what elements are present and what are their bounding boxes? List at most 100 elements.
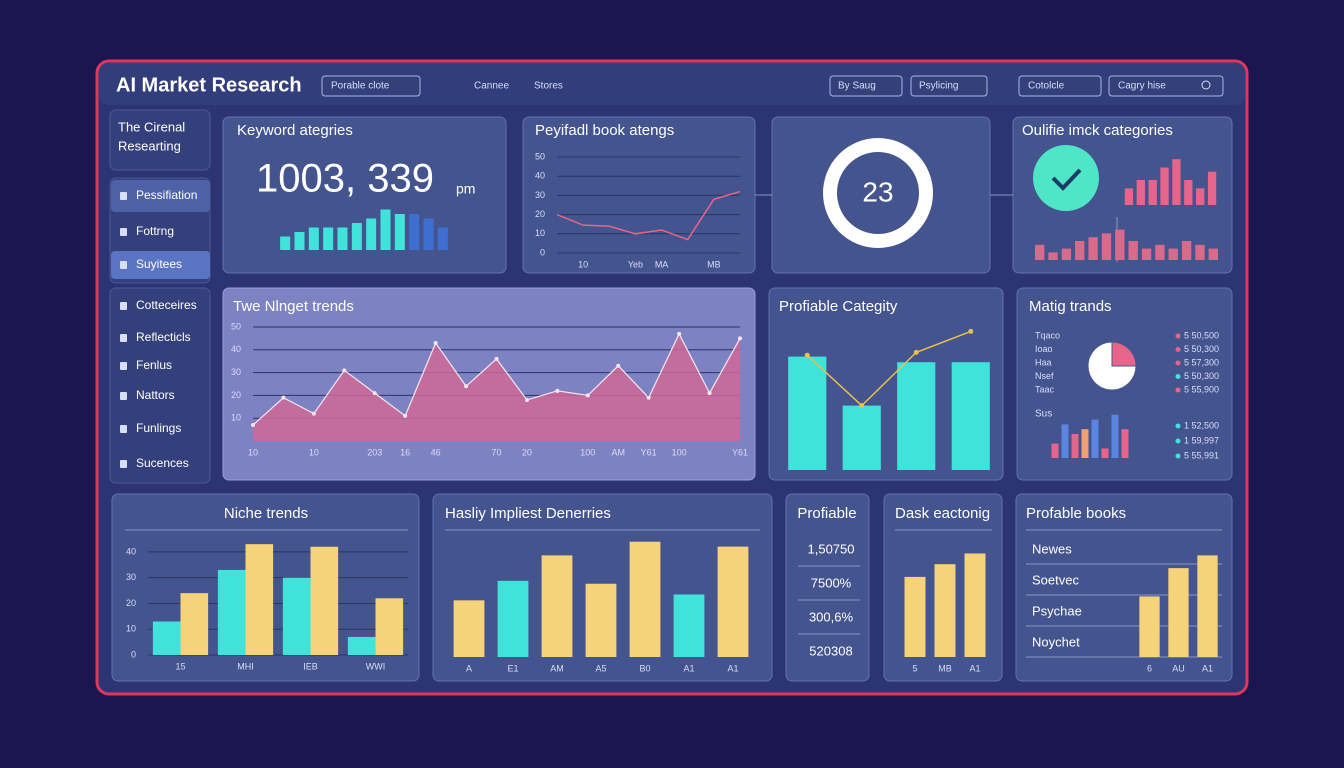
panel-title: Dask eactonig	[895, 505, 990, 522]
nav-link[interactable]: Stores	[534, 81, 563, 92]
line	[556, 190, 741, 241]
y-tick-label: 0	[540, 247, 545, 257]
panel-title: Oulifie imck categories	[1022, 122, 1173, 139]
bar	[1155, 244, 1165, 260]
x-tick-label: Y61	[641, 447, 657, 457]
list-amount: 5 50,300	[1184, 371, 1219, 381]
dropdown[interactable]	[829, 75, 903, 97]
point	[616, 363, 621, 368]
x-tick-label: 16	[400, 447, 410, 457]
search-placeholder[interactable]: Cagry hise	[1118, 81, 1166, 92]
panel-title: Keyword ategries	[237, 122, 353, 139]
dropdown[interactable]	[910, 75, 988, 97]
bar	[380, 209, 391, 250]
nav-item[interactable]: Cotteceires	[136, 298, 197, 312]
nav-item[interactable]: Reflecticls	[136, 330, 191, 344]
bar	[1035, 244, 1045, 260]
bar	[1048, 252, 1058, 260]
dropdown[interactable]	[1018, 75, 1102, 97]
list-dot	[1175, 374, 1181, 379]
list-dot	[1175, 360, 1181, 366]
list-dot	[1175, 333, 1181, 339]
bar	[1075, 241, 1085, 260]
bar	[437, 227, 448, 250]
filter-dropdown[interactable]	[321, 75, 421, 97]
list-dot	[1175, 438, 1181, 444]
filter-label[interactable]: Porable clote	[331, 81, 390, 92]
x-tick-label: AM	[612, 447, 626, 457]
search-box[interactable]	[1108, 75, 1224, 97]
nav-item[interactable]: Funlings	[136, 421, 181, 435]
panel-title: Matig trands	[1029, 298, 1112, 315]
bar	[1148, 180, 1157, 205]
ring-value: 23	[862, 176, 893, 207]
pie-slice	[1111, 341, 1137, 367]
x-tick-label: MA	[655, 259, 669, 269]
list-name: Taac	[1035, 384, 1055, 394]
list-name: Haa	[1035, 357, 1052, 367]
nav-icon	[120, 334, 127, 342]
nav-item[interactable]: Suyitees	[136, 257, 182, 271]
bar	[1121, 429, 1129, 458]
nav-item[interactable]: Sucences	[136, 456, 189, 470]
sidebar-block	[109, 109, 211, 171]
area	[253, 333, 740, 441]
dropdown-label[interactable]: Cotolcle	[1028, 81, 1065, 92]
nav-item[interactable]: Fenlus	[136, 358, 172, 372]
panel-title: Profiable Categity	[779, 298, 898, 315]
y-tick-label: 30	[535, 190, 545, 200]
bar	[347, 636, 376, 655]
y-tick-label: 10	[535, 228, 545, 238]
nav-icon	[120, 228, 127, 236]
sidebar-heading: Researting	[118, 138, 181, 153]
nav-item[interactable]: Fottrng	[136, 224, 174, 238]
y-tick-label: 50	[535, 151, 545, 161]
dropdown-label[interactable]: By Saug	[838, 81, 876, 92]
row-label: Noychet	[1032, 634, 1080, 649]
x-tick-label: 20	[522, 447, 532, 457]
nav-link[interactable]: Cannee	[474, 81, 509, 92]
nav-item[interactable]: Nattors	[136, 388, 175, 402]
x-tick-label: A5	[595, 663, 606, 673]
point	[281, 395, 286, 400]
bar	[1071, 434, 1079, 458]
list-name: Ioao	[1035, 344, 1053, 354]
bar	[423, 218, 434, 250]
y-tick-label: 0	[131, 649, 136, 659]
dropdown-label[interactable]: Psylicing	[919, 81, 958, 92]
bar	[1101, 448, 1109, 458]
x-tick-label: 100	[672, 447, 687, 457]
bar	[1168, 248, 1178, 260]
panel-title: Profable books	[1026, 505, 1126, 522]
point	[494, 356, 499, 361]
search-icon[interactable]	[1201, 80, 1211, 90]
list-dot	[1175, 453, 1181, 459]
point	[555, 388, 560, 393]
x-tick-label: Y61	[732, 447, 748, 457]
nav-item[interactable]: Pessifiation	[136, 188, 197, 202]
check-mark	[1051, 168, 1082, 191]
ring	[823, 138, 933, 248]
x-tick-label: MB	[938, 663, 952, 673]
point	[342, 368, 347, 373]
sidebar-block	[109, 287, 211, 484]
point	[464, 384, 469, 389]
y-tick-label: 40	[126, 546, 136, 556]
bar	[673, 594, 705, 657]
list-dot	[1175, 387, 1181, 393]
point	[403, 413, 408, 418]
x-tick-label: A1	[727, 663, 738, 673]
bar	[1051, 443, 1059, 458]
y-tick-label: 10	[231, 413, 241, 423]
bar	[310, 546, 339, 655]
bar	[1160, 167, 1169, 205]
list-amount: 5 55,991	[1184, 450, 1219, 460]
bar	[1195, 244, 1205, 260]
line	[806, 330, 972, 407]
list-amount: 5 50,500	[1184, 330, 1219, 340]
x-tick-label: AU	[1172, 663, 1185, 673]
y-tick-label: 20	[231, 390, 241, 400]
panel-title: Profiable	[797, 505, 856, 522]
x-tick-label: 100	[580, 447, 595, 457]
bar	[842, 405, 881, 470]
